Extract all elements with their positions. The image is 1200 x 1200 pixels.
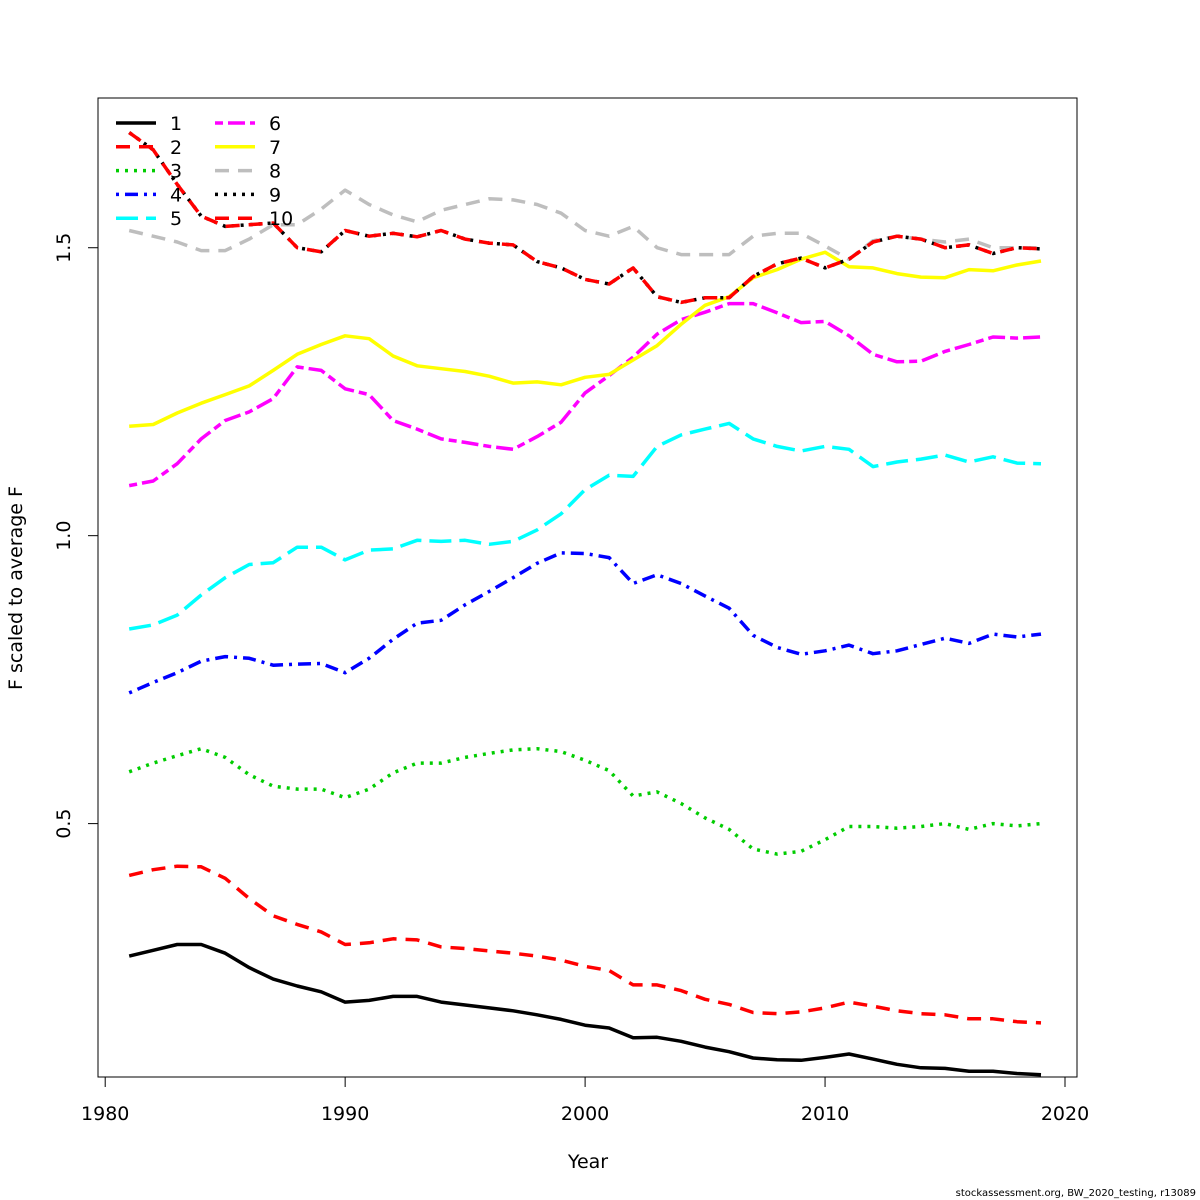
legend-item-7: 7 [215, 137, 281, 159]
credit-text: stockassessment.org, BW_2020_testing, r1… [956, 1188, 1196, 1199]
legend-label: 2 [170, 137, 182, 159]
series-line-9 [128, 131, 1042, 305]
legend-item-8: 8 [215, 161, 281, 183]
legend-label: 3 [170, 161, 182, 183]
series-line-7 [129, 250, 1042, 429]
legend-label: 1 [170, 113, 182, 135]
series-line-3 [128, 746, 1042, 856]
legend-label: 7 [269, 137, 281, 159]
x-tick-label: 2010 [801, 1103, 849, 1125]
legend-label: 8 [269, 161, 281, 183]
x-axis: 1980 1990 2000 2010 2020 [81, 1076, 1089, 1125]
series-line-6 [128, 301, 1042, 488]
legend-label: 5 [170, 208, 182, 230]
legend-label: 4 [170, 184, 182, 206]
series-line-4 [128, 551, 1042, 695]
legend-item-3: 3 [116, 161, 182, 183]
legend-item-10: 10 [215, 208, 293, 230]
legend-item-5: 5 [116, 208, 182, 230]
y-tick-label: 1.0 [53, 521, 75, 551]
legend-item-9: 9 [215, 184, 281, 206]
legend-item-6: 6 [215, 113, 281, 135]
x-axis-title: Year [567, 1151, 608, 1173]
plot-frame [97, 97, 1078, 1078]
legend-item-4: 4 [116, 184, 182, 206]
y-tick-label: 1.5 [53, 233, 75, 263]
y-tick-label: 0.5 [53, 809, 75, 839]
x-tick-label: 1980 [81, 1103, 129, 1125]
series-line-10 [128, 131, 1042, 305]
series-layer [128, 131, 1042, 1077]
legend-item-2: 2 [116, 137, 182, 159]
y-axis: 0.5 1.0 1.5 [53, 233, 99, 839]
x-tick-label: 2000 [561, 1103, 609, 1125]
x-tick-label: 1990 [321, 1103, 369, 1125]
x-tick-label: 2020 [1041, 1103, 1089, 1125]
series-line-1 [128, 942, 1042, 1077]
y-axis-title: F scaled to average F [5, 486, 27, 690]
series-line-8 [128, 188, 1041, 261]
legend-label: 9 [269, 184, 281, 206]
legend-label: 6 [269, 113, 281, 135]
series-line-2 [128, 864, 1042, 1025]
series-line-5 [128, 421, 1042, 631]
legend-item-1: 1 [116, 113, 182, 135]
legend-label: 10 [269, 208, 293, 230]
